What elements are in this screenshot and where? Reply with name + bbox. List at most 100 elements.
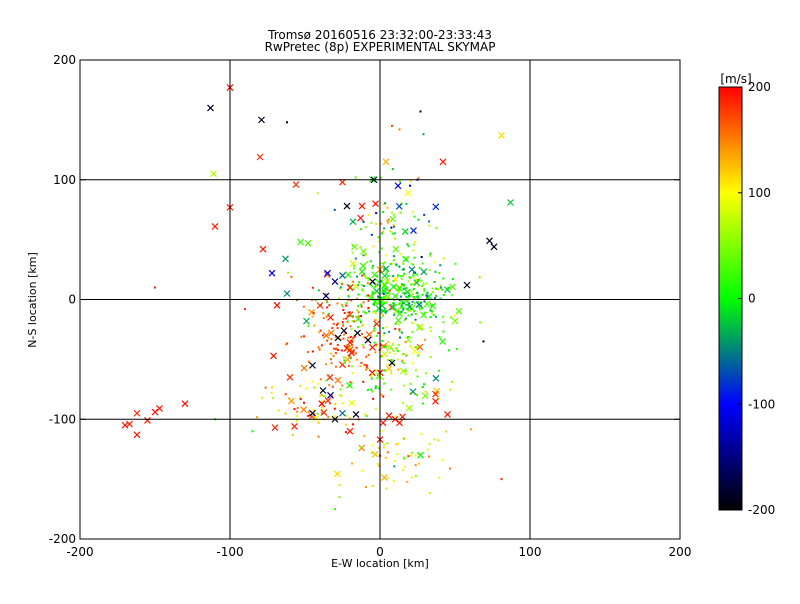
data-point: [362, 301, 365, 304]
data-point: [348, 364, 351, 367]
data-point: [339, 388, 342, 391]
data-point: [364, 486, 367, 489]
data-point: [367, 277, 370, 280]
data-point: [412, 271, 415, 274]
data-point: [319, 329, 322, 332]
data-point: [438, 476, 441, 479]
data-point: [417, 452, 420, 455]
data-point: [389, 230, 392, 233]
data-point: [251, 430, 254, 433]
data-point: [422, 133, 425, 136]
data-point: [394, 327, 397, 330]
data-point: [348, 355, 351, 358]
data-point: [255, 416, 258, 419]
data-point: [392, 223, 395, 226]
data-point-x: [390, 283, 398, 291]
data-point: [408, 302, 411, 305]
data-point: [320, 344, 323, 347]
data-point: [327, 312, 330, 315]
data-point: [400, 277, 403, 280]
data-point: [328, 384, 331, 387]
data-point-x: [300, 406, 308, 414]
data-point: [382, 377, 385, 380]
data-point: [410, 290, 413, 293]
data-point: [385, 310, 388, 313]
data-point-x: [351, 243, 358, 251]
data-point-x: [256, 153, 264, 161]
data-point: [374, 351, 377, 354]
data-point: [409, 344, 412, 347]
data-point: [423, 300, 426, 303]
data-point: [326, 339, 329, 342]
data-point: [416, 375, 419, 378]
y-tick-label: 0: [68, 293, 76, 307]
data-point: [366, 367, 369, 370]
data-point: [365, 294, 368, 297]
data-point: [313, 324, 316, 327]
data-point: [421, 307, 424, 310]
data-point: [382, 295, 385, 298]
data-point-x: [327, 391, 334, 399]
data-point: [359, 228, 362, 231]
data-point: [407, 309, 410, 312]
data-point: [350, 339, 353, 342]
data-point: [386, 288, 389, 291]
data-point: [357, 315, 360, 318]
data-point: [314, 299, 317, 302]
data-point: [354, 257, 357, 260]
x-tick-label: -200: [66, 545, 93, 559]
data-point: [428, 224, 431, 227]
data-point: [318, 395, 321, 398]
data-point: [386, 477, 389, 480]
data-point: [375, 343, 378, 346]
data-point: [365, 364, 368, 367]
data-point: [376, 283, 379, 286]
data-point: [341, 384, 344, 387]
data-point-x: [365, 331, 373, 338]
data-point: [442, 321, 445, 324]
data-point: [357, 326, 360, 329]
data-point: [360, 361, 363, 364]
data-point-x: [432, 390, 439, 398]
data-point: [365, 355, 368, 358]
data-point: [370, 375, 373, 378]
data-point: [409, 179, 412, 182]
data-point: [317, 346, 320, 349]
data-point-x: [133, 409, 141, 417]
colorbar-ticks: 200 100 0 -100 -200: [738, 80, 775, 517]
data-point: [423, 311, 426, 314]
data-point: [387, 218, 390, 221]
data-point: [423, 383, 426, 386]
data-point: [382, 262, 385, 265]
data-point: [322, 317, 325, 320]
data-point: [382, 334, 385, 337]
data-point: [402, 362, 405, 365]
data-point: [353, 335, 356, 338]
data-point: [354, 176, 357, 179]
data-point-x: [327, 314, 334, 321]
data-point: [319, 378, 322, 381]
data-point: [392, 302, 395, 305]
data-point: [313, 386, 316, 389]
data-point: [428, 455, 431, 458]
data-point: [402, 437, 405, 440]
data-point: [360, 333, 363, 336]
data-point: [355, 346, 358, 349]
data-point: [371, 390, 374, 393]
data-point: [299, 395, 302, 398]
data-point: [342, 333, 345, 336]
data-point: [359, 245, 362, 248]
data-point: [451, 380, 454, 383]
data-point: [426, 291, 429, 294]
data-point: [354, 352, 357, 355]
data-point: [442, 330, 445, 333]
data-point: [398, 265, 401, 268]
data-point: [378, 464, 381, 467]
data-point-x: [396, 419, 403, 427]
data-point: [429, 309, 432, 312]
data-point: [437, 288, 440, 291]
data-point: [478, 276, 481, 279]
data-point: [434, 297, 437, 300]
data-point: [296, 410, 299, 413]
data-point: [372, 290, 375, 293]
